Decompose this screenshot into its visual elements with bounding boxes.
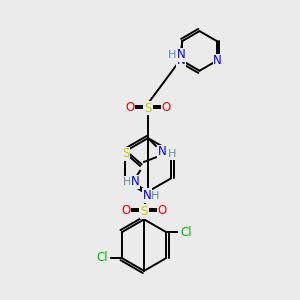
Text: O: O — [126, 101, 135, 114]
Text: O: O — [157, 204, 167, 217]
Text: S: S — [144, 102, 152, 115]
Text: N: N — [143, 189, 152, 202]
Text: N: N — [131, 175, 140, 188]
Text: Cl: Cl — [180, 226, 192, 239]
Text: O: O — [122, 204, 131, 217]
Text: N: N — [158, 146, 166, 158]
Text: N: N — [213, 54, 222, 67]
Text: N: N — [177, 54, 186, 67]
Text: H: H — [151, 190, 159, 201]
Text: S: S — [122, 148, 130, 160]
Text: S: S — [140, 205, 148, 218]
Text: O: O — [161, 101, 170, 114]
Text: N: N — [177, 48, 186, 62]
Text: H: H — [168, 149, 176, 159]
Text: H: H — [123, 177, 131, 187]
Text: H: H — [168, 50, 177, 60]
Text: Cl: Cl — [96, 251, 108, 265]
